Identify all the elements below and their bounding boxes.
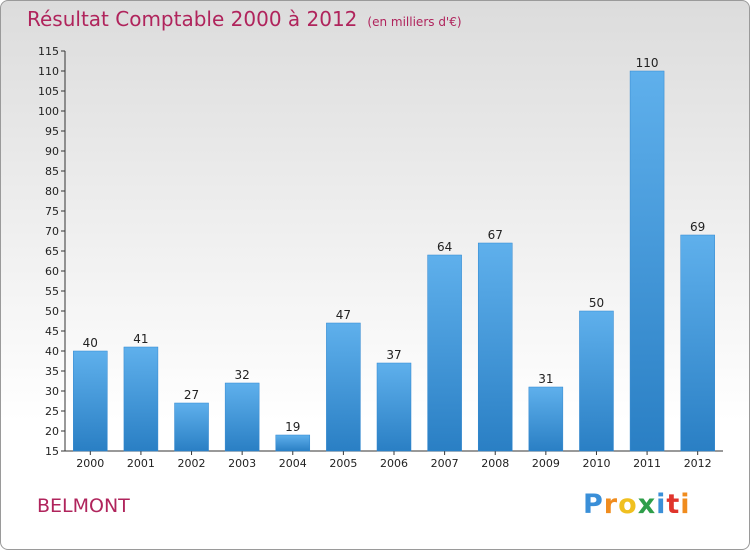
y-tick-label: 70 xyxy=(45,225,59,238)
bar-2011 xyxy=(629,70,665,452)
bar-2005 xyxy=(326,322,361,452)
data-label-2005: 47 xyxy=(336,308,351,322)
bar-2003 xyxy=(224,382,260,452)
x-tick-label-2012: 2012 xyxy=(684,457,712,470)
y-tick-label: 55 xyxy=(45,285,59,298)
logo-letter: o xyxy=(618,489,638,520)
y-tick-label: 15 xyxy=(45,445,59,458)
y-tick-label: 40 xyxy=(45,345,59,358)
x-tick-label-2003: 2003 xyxy=(228,457,256,470)
logo-letter: r xyxy=(603,489,619,520)
logo-letter: i xyxy=(680,489,691,520)
commune-name: BELMONT xyxy=(37,495,130,517)
x-axis: 2000 2001 2002 2003 2004 2005 2006 2007 2008 2009… xyxy=(65,450,723,470)
data-label-2011: 110 xyxy=(636,56,659,70)
x-tick-label-2008: 2008 xyxy=(481,457,509,470)
data-label-2002: 27 xyxy=(184,388,199,402)
data-label-2003: 32 xyxy=(235,368,250,382)
data-label-2004: 19 xyxy=(285,420,300,434)
bar-2010 xyxy=(579,310,614,452)
x-tick-label-2005: 2005 xyxy=(329,457,357,470)
x-tick-label-2004: 2004 xyxy=(279,457,307,470)
y-tick-label: 90 xyxy=(45,145,59,158)
x-tick-label-2002: 2002 xyxy=(178,457,206,470)
y-tick-label: 35 xyxy=(45,365,59,378)
y-tick-label: 95 xyxy=(45,125,59,138)
y-tick-label: 65 xyxy=(45,245,59,258)
y-tick-label: 20 xyxy=(45,425,59,438)
data-label-2007: 64 xyxy=(437,240,452,254)
y-axis: 15 20 25 30 35 40 45 50 55 60 65 70 75 80 85 90 95 100 105… xyxy=(38,45,66,458)
data-label-2009: 31 xyxy=(538,372,553,386)
data-label-2000: 40 xyxy=(83,336,98,350)
bar-2001 xyxy=(123,346,159,452)
bars: 40 41 27 32 19 47 37 64 67 31 50 110 69 xyxy=(73,56,715,452)
logo-letter: t xyxy=(666,489,681,520)
bar-2009 xyxy=(528,386,564,452)
bar-2000 xyxy=(73,350,108,452)
y-tick-label: 105 xyxy=(38,85,59,98)
y-tick-label: 85 xyxy=(45,165,59,178)
x-tick-label-2000: 2000 xyxy=(76,457,104,470)
logo-letter: P xyxy=(583,489,604,520)
chart-title-text: Résultat Comptable 2000 à 2012 xyxy=(27,7,358,31)
bar-2002 xyxy=(174,402,209,452)
data-label-2012: 69 xyxy=(690,220,705,234)
bar-2006 xyxy=(376,362,412,452)
data-label-2008: 67 xyxy=(488,228,503,242)
bar-2007 xyxy=(427,254,462,452)
y-tick-label: 25 xyxy=(45,405,59,418)
logo-letter: i xyxy=(656,489,667,520)
data-label-2010: 50 xyxy=(589,296,604,310)
y-tick-label: 110 xyxy=(38,65,59,78)
x-tick-label-2001: 2001 xyxy=(127,457,155,470)
data-label-2001: 41 xyxy=(133,332,148,346)
bar-2004 xyxy=(275,434,311,452)
chart-unit-label: (en milliers d'€) xyxy=(367,15,462,29)
x-tick-label-2009: 2009 xyxy=(532,457,560,470)
x-tick-label-2007: 2007 xyxy=(431,457,459,470)
chart-title: Résultat Comptable 2000 à 2012 (en millie… xyxy=(27,7,462,31)
y-tick-label: 50 xyxy=(45,305,59,318)
data-label-2006: 37 xyxy=(386,348,401,362)
x-tick-label-2011: 2011 xyxy=(633,457,661,470)
y-tick-label: 60 xyxy=(45,265,59,278)
x-tick-label-2010: 2010 xyxy=(582,457,610,470)
y-tick-label: 115 xyxy=(38,45,59,58)
y-tick-label: 30 xyxy=(45,385,59,398)
y-tick-label: 100 xyxy=(38,105,59,118)
logo-letter: x xyxy=(637,489,657,520)
bar-2012 xyxy=(680,234,715,452)
bar-2008 xyxy=(477,242,513,452)
x-tick-label-2006: 2006 xyxy=(380,457,408,470)
y-tick-label: 75 xyxy=(45,205,59,218)
proxiti-logo: Proxiti xyxy=(583,489,691,520)
y-tick-label: 80 xyxy=(45,185,59,198)
y-tick-label: 45 xyxy=(45,325,59,338)
